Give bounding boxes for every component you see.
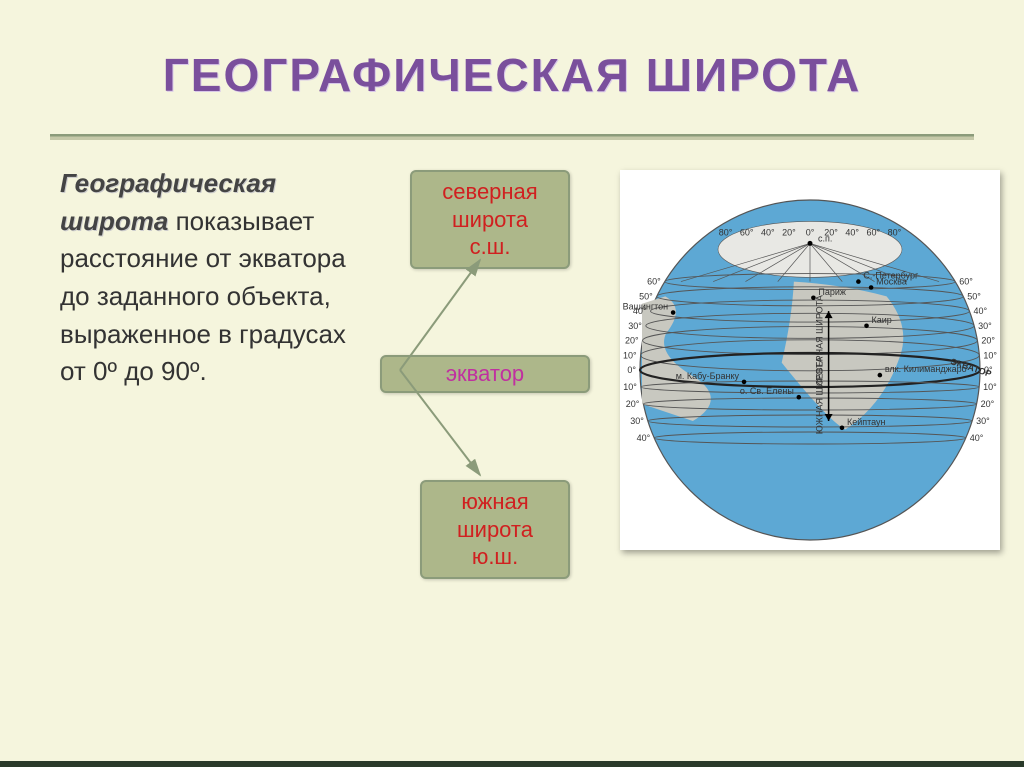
south-l3: ю.ш. [440,543,550,571]
svg-text:60°: 60° [740,227,754,237]
diagram-arrows [370,250,530,500]
svg-text:10°: 10° [623,382,637,392]
definition-text: Географическая широта показывает расстоя… [60,165,370,391]
south-l2: широта [440,516,550,544]
svg-text:10°: 10° [983,382,997,392]
globe-figure: 60° 60° 50° 50° 40° 40° 30° 30° 20° 20° 10° 10° 0° 0°… [620,170,1000,550]
svg-text:30°: 30° [978,321,992,331]
arrow-down [400,370,480,475]
svg-text:80°: 80° [719,227,733,237]
svg-text:30°: 30° [976,416,990,426]
svg-text:Москва: Москва [876,276,907,286]
svg-text:60°: 60° [647,277,661,287]
arrow-up [400,260,480,370]
svg-text:60°: 60° [867,227,881,237]
svg-text:40°: 40° [637,433,651,443]
svg-text:60°: 60° [959,277,973,287]
svg-text:Париж: Париж [818,287,846,297]
north-l2: широта [430,206,550,234]
svg-text:10°: 10° [983,350,997,360]
north-l1: северная [430,178,550,206]
svg-text:20°: 20° [981,399,995,409]
svg-text:80°: 80° [888,227,902,237]
title-underline [50,134,974,140]
svg-text:Вашингтон: Вашингтон [623,302,669,312]
svg-text:ЮЖНАЯ ШИРОТА: ЮЖНАЯ ШИРОТА [815,357,825,434]
svg-text:о. Св. Елены: о. Св. Елены [740,386,794,396]
page-title: ГЕОГРАФИЧЕСКАЯ ШИРОТА [0,0,1024,102]
svg-text:с.п.: с.п. [818,233,832,243]
svg-text:0°: 0° [627,365,636,375]
svg-text:50°: 50° [967,291,981,301]
svg-text:10°: 10° [623,350,637,360]
svg-text:20°: 20° [625,336,639,346]
svg-text:40°: 40° [761,227,775,237]
svg-text:40°: 40° [845,227,859,237]
svg-text:40°: 40° [970,433,984,443]
svg-text:м. Кабу-Бранку: м. Кабу-Бранку [676,371,740,381]
svg-text:50°: 50° [639,291,653,301]
bottom-border [0,761,1024,767]
svg-text:20°: 20° [782,227,796,237]
svg-text:40°: 40° [973,306,987,316]
globe-svg: 60° 60° 50° 50° 40° 40° 30° 30° 20° 20° 10° 10° 0° 0°… [620,170,1000,550]
svg-text:Каир: Каир [872,315,892,325]
svg-text:30°: 30° [628,321,642,331]
svg-text:30°: 30° [630,416,644,426]
svg-text:20°: 20° [981,336,995,346]
svg-text:0°: 0° [806,227,815,237]
svg-text:20°: 20° [626,399,640,409]
svg-text:Кейптаун: Кейптаун [847,417,886,427]
svg-text:влк. Килиманджаро: влк. Килиманджаро [885,364,967,374]
